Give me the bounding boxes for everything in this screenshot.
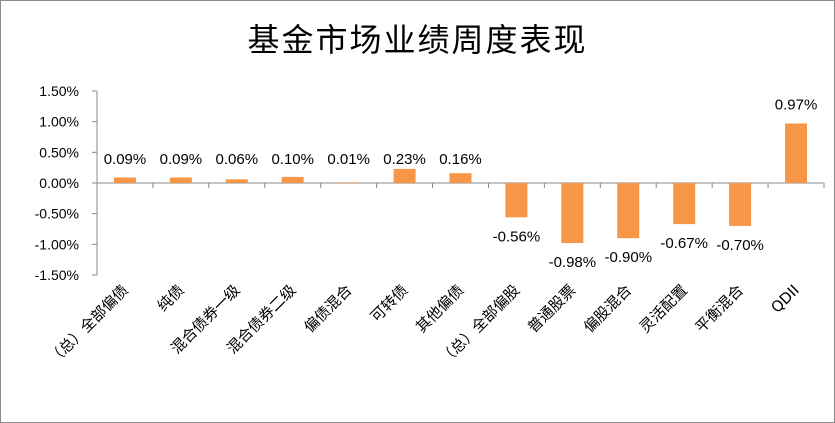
bar [617, 183, 640, 239]
data-label: -0.70% [716, 237, 764, 254]
data-label: 0.97% [775, 97, 818, 114]
y-tick-label: 1.00% [39, 114, 79, 130]
y-tick-label: -1.50% [35, 267, 79, 283]
chart-title: 基金市场业绩周度表现 [247, 21, 588, 59]
bar [785, 123, 808, 183]
category-label: 普通股票 [524, 281, 579, 336]
bar [561, 183, 584, 244]
data-label: -0.67% [660, 235, 708, 252]
data-label: 0.16% [439, 151, 482, 168]
category-label: 灵活配置 [636, 281, 691, 336]
category-label: 纯债 [154, 281, 188, 315]
category-label: 偏股混合 [580, 281, 635, 336]
bar [281, 176, 304, 183]
bar [729, 183, 752, 226]
data-label: 0.06% [216, 151, 259, 168]
y-tick-label: -1.00% [35, 236, 79, 252]
y-tick-label: 1.50% [39, 83, 79, 99]
bar [337, 182, 360, 183]
bar [113, 177, 136, 183]
data-label: 0.23% [383, 151, 426, 168]
data-label: -0.90% [605, 249, 653, 266]
bar [449, 173, 472, 183]
data-label: -0.56% [493, 228, 541, 245]
bar [169, 177, 192, 183]
category-label: QDII [767, 281, 803, 317]
category-label: 偏债混合 [300, 281, 355, 336]
bar [225, 179, 248, 183]
data-label: -0.98% [549, 254, 597, 271]
data-label: 0.09% [160, 151, 203, 168]
category-label: 其他偏债 [412, 281, 467, 336]
bar [673, 183, 696, 225]
bars-group [113, 123, 808, 244]
category-label: 平衡混合 [692, 281, 747, 336]
axes: 1.50% 1.00% 0.50% 0.00% -0.50% -1.00% -1.50% [35, 83, 825, 283]
y-tick-label: 0.00% [39, 175, 79, 191]
y-tick-label: -0.50% [35, 206, 79, 222]
category-labels-group: （总）全部偏债 纯债混合债券一级混合债券二级 偏债混合 可转债 其他偏债（总）全部偏股普… [45, 281, 803, 368]
bar [505, 183, 528, 218]
bar [393, 168, 416, 183]
category-label: （总）全部偏债 [45, 281, 132, 368]
data-labels-group: 0.09% 0.09% 0.06% 0.10% 0.01% 0.23% 0.16% -0.56… [104, 97, 818, 272]
y-tick-label: 0.50% [39, 144, 79, 160]
data-label: 0.10% [271, 151, 314, 168]
data-label: 0.01% [327, 151, 370, 168]
data-label: 0.09% [104, 151, 147, 168]
category-label: 可转债 [367, 281, 412, 326]
